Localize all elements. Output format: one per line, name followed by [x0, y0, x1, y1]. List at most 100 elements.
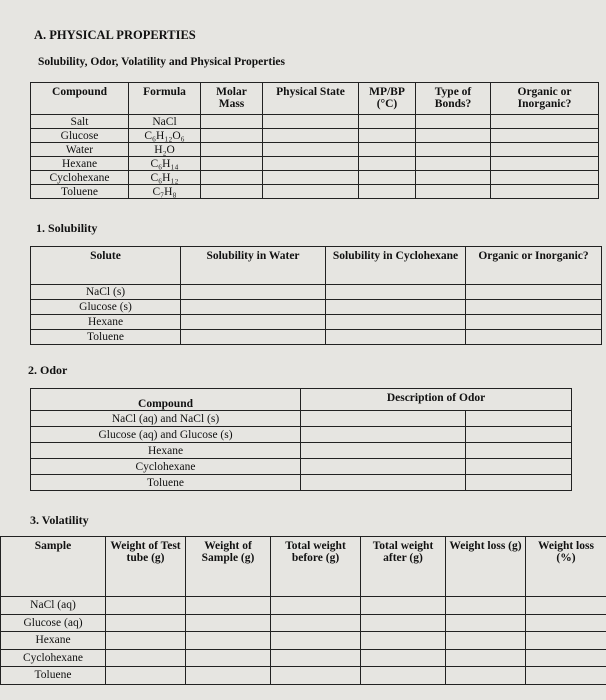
empty-cell	[105, 666, 186, 685]
empty-cell	[262, 114, 359, 129]
empty-cell	[262, 170, 359, 185]
cell: Salt	[30, 114, 129, 129]
cell: Cyclohexane	[30, 458, 301, 475]
empty-cell	[185, 648, 271, 667]
header-cell: Compound	[30, 388, 301, 411]
empty-cell	[415, 142, 491, 157]
row: Cyclohexane C₆H₁₂	[30, 170, 599, 185]
row: Glucose (aq)	[0, 613, 606, 632]
empty-cell	[300, 474, 466, 491]
empty-cell	[105, 648, 186, 667]
empty-cell	[200, 128, 263, 143]
empty-cell	[300, 458, 466, 475]
row: Toluene	[30, 329, 602, 345]
empty-cell	[262, 128, 359, 143]
section-subtitle: Solubility, Odor, Volatility and Physica…	[38, 56, 285, 68]
cell: Hexane	[30, 314, 181, 330]
cell: Hexane	[30, 442, 301, 459]
empty-cell	[200, 156, 263, 171]
empty-cell	[325, 314, 466, 330]
cell: Water	[30, 142, 129, 157]
empty-cell	[262, 184, 359, 199]
row: Toluene C₇H₈	[30, 184, 599, 199]
empty-cell	[325, 329, 466, 345]
header-cell: Weight of Test tube (g)	[105, 536, 186, 597]
row: Cyclohexane	[30, 458, 573, 475]
empty-cell	[300, 426, 466, 443]
header-cell: Sample	[0, 536, 106, 597]
table: Solute Solubility in Water Solubility in C…	[30, 246, 602, 345]
heading: 1. Solubility	[36, 221, 98, 235]
empty-cell	[262, 156, 359, 171]
cell: Glucose	[30, 128, 129, 143]
empty-cell	[360, 613, 446, 632]
cell: C₆H₁₂O₆	[128, 128, 201, 143]
empty-cell	[464, 474, 573, 491]
cell: NaCl	[128, 114, 201, 129]
header-cell: Weight loss (%)	[525, 536, 606, 597]
header-cell: Total weight after (g)	[360, 536, 446, 597]
cell: NaCl (s)	[30, 284, 181, 300]
cell: Hexane	[30, 156, 129, 171]
empty-cell	[325, 299, 466, 315]
empty-cell	[464, 410, 573, 427]
table: Sample Weight of Test tube (g) Weight of S…	[0, 536, 606, 685]
header-row: Compound Formula Molar Mass Physical State M…	[30, 82, 599, 115]
empty-cell	[300, 410, 466, 427]
header-cell: Weight loss (g)	[445, 536, 526, 597]
empty-cell	[180, 299, 326, 315]
empty-cell	[490, 114, 599, 129]
empty-cell	[200, 142, 263, 157]
table: Compound Formula Molar Mass Physical State M…	[30, 82, 599, 199]
empty-cell	[180, 284, 326, 300]
header-cell: Organic or Inorganic?	[490, 82, 599, 115]
empty-cell	[358, 156, 416, 171]
header-row: Compound Description of Odor	[30, 388, 573, 411]
cell: Glucose (s)	[30, 299, 181, 315]
empty-cell	[445, 666, 526, 685]
empty-cell	[465, 329, 602, 345]
row: Hexane	[30, 442, 573, 459]
empty-cell	[445, 648, 526, 667]
empty-cell	[464, 442, 573, 459]
empty-cell	[200, 114, 263, 129]
cell: Toluene	[30, 184, 129, 199]
empty-cell	[464, 458, 573, 475]
header-cell: MP/BP (°C)	[358, 82, 416, 115]
cell: Glucose (aq)	[0, 613, 106, 632]
empty-cell	[490, 170, 599, 185]
empty-cell	[300, 442, 466, 459]
empty-cell	[270, 666, 361, 685]
empty-cell	[270, 613, 361, 632]
empty-cell	[490, 184, 599, 199]
row: NaCl (aq) and NaCl (s)	[30, 410, 573, 427]
empty-cell	[415, 184, 491, 199]
empty-cell	[325, 284, 466, 300]
header-cell: Organic or Inorganic?	[465, 246, 602, 285]
empty-cell	[200, 184, 263, 199]
empty-cell	[270, 631, 361, 650]
cell: Toluene	[30, 329, 181, 345]
empty-cell	[465, 314, 602, 330]
empty-cell	[360, 648, 446, 667]
header-cell: Formula	[128, 82, 201, 115]
empty-cell	[358, 128, 416, 143]
empty-cell	[465, 299, 602, 315]
empty-cell	[415, 156, 491, 171]
empty-cell	[180, 329, 326, 345]
cell: NaCl (aq)	[0, 596, 106, 615]
empty-cell	[415, 114, 491, 129]
row: Hexane	[0, 631, 606, 650]
empty-cell	[415, 170, 491, 185]
header-row: Sample Weight of Test tube (g) Weight of S…	[0, 536, 606, 597]
cell: C₆H₁₂	[128, 170, 201, 185]
empty-cell	[185, 596, 271, 615]
empty-cell	[180, 314, 326, 330]
row: Glucose (aq) and Glucose (s)	[30, 426, 573, 443]
empty-cell	[465, 284, 602, 300]
empty-cell	[105, 613, 186, 632]
cell: Hexane	[0, 631, 106, 650]
empty-cell	[185, 631, 271, 650]
empty-cell	[490, 156, 599, 171]
empty-cell	[270, 648, 361, 667]
